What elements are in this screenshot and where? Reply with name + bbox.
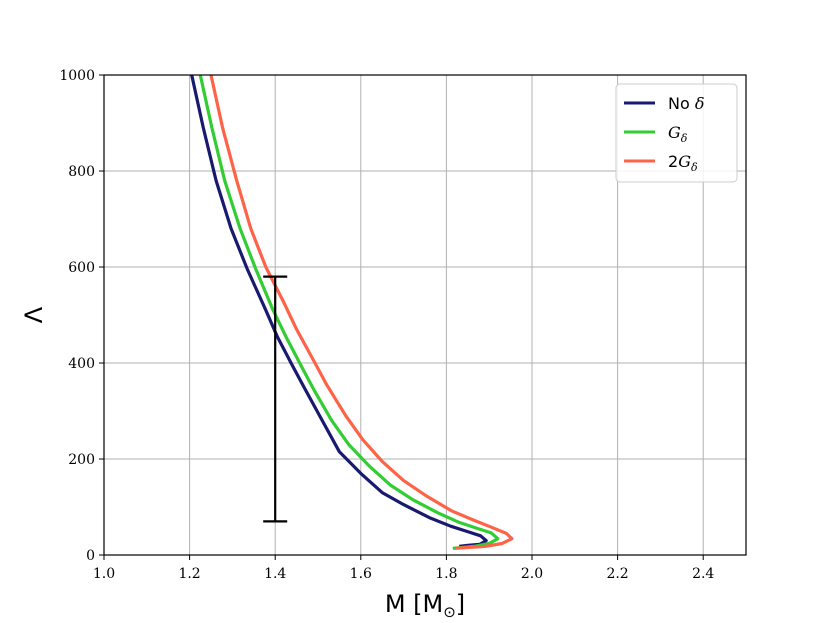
plot-frame — [103, 74, 747, 556]
y-tick-label: 0 — [86, 548, 95, 564]
x-tick-label: 1.4 — [264, 566, 286, 582]
y-axis-title: Λ — [20, 306, 48, 323]
x-tick-label: 1.2 — [178, 566, 200, 582]
error-bar — [263, 275, 288, 523]
axis-ticks: 1.0 1.2 1.4 1.6 1.8 2.0 2.2 2.4 0 200 400 600 800 100… — [59, 68, 714, 582]
x-axis-title-main: M [M — [385, 590, 443, 618]
x-axis-title-sub: ⊙ — [443, 603, 456, 621]
x-tick-label: 1.6 — [350, 566, 372, 582]
x-tick-label: 1.8 — [435, 566, 457, 582]
series-line-2 — [198, 74, 500, 550]
x-tick-label: 1.0 — [93, 566, 115, 582]
y-tick-label: 600 — [68, 260, 95, 276]
y-tick-label: 400 — [68, 356, 95, 372]
series-line-1 — [190, 74, 488, 548]
series-line-3 — [209, 74, 514, 550]
series-lines — [190, 74, 514, 550]
x-tick-label: 2.2 — [606, 566, 628, 582]
x-axis-title: M [M⊙] — [385, 590, 465, 621]
legend: No δ Gδ 2Gδ — [615, 83, 738, 183]
y-tick-label: 1000 — [59, 68, 95, 84]
x-axis-title-tail: ] — [456, 590, 465, 618]
x-tick-label: 2.4 — [692, 566, 714, 582]
legend-label-3: 2Gδ — [668, 152, 698, 174]
legend-label-2: Gδ — [668, 123, 688, 145]
y-tick-label: 800 — [68, 164, 95, 180]
legend-box — [615, 83, 738, 183]
y-tick-label: 200 — [68, 452, 95, 468]
x-tick-label: 2.0 — [521, 566, 543, 582]
legend-label-1: No δ — [668, 94, 704, 113]
legend-entries: No δ Gδ 2Gδ — [624, 94, 704, 174]
